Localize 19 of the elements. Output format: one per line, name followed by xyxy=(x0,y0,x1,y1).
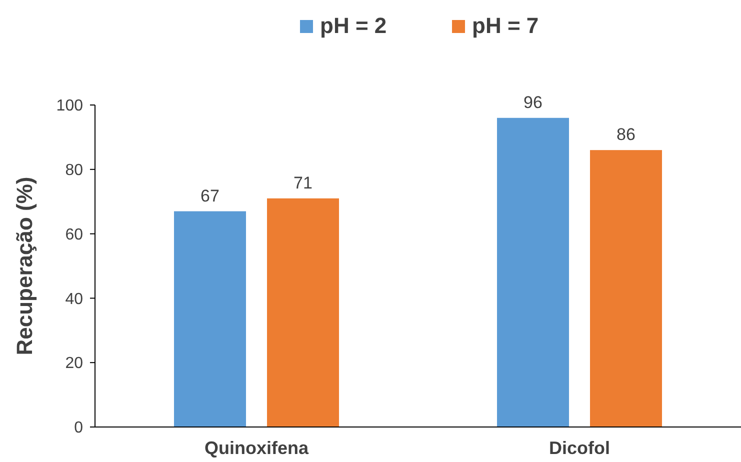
bar xyxy=(267,198,339,427)
y-tick-label: 20 xyxy=(65,355,84,372)
data-label: 86 xyxy=(616,125,636,144)
y-tick-label: 40 xyxy=(65,290,84,308)
bar xyxy=(174,211,246,427)
y-tick-label: 60 xyxy=(65,226,84,244)
data-label: 96 xyxy=(524,92,542,112)
y-axis-title: Recuperação (%) xyxy=(12,176,37,356)
x-tick-label: Dicofol xyxy=(549,438,610,458)
y-tick-label: 0 xyxy=(74,420,84,437)
bar xyxy=(590,150,662,427)
bar xyxy=(497,118,569,427)
x-tick-label: Quinoxifena xyxy=(204,438,310,458)
y-tick-label: 100 xyxy=(56,98,84,115)
legend-label: pH = 7 xyxy=(472,13,539,38)
y-tick-label: 80 xyxy=(65,162,84,179)
data-label: 67 xyxy=(200,186,220,206)
legend-label: pH = 2 xyxy=(320,13,387,38)
data-label: 71 xyxy=(294,173,312,192)
